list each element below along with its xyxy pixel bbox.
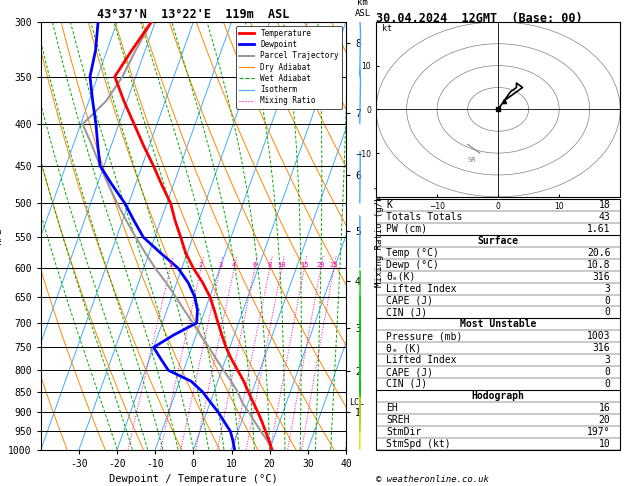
Text: Mixing Ratio (g/kg): Mixing Ratio (g/kg) [375,185,384,287]
Text: 0: 0 [604,308,610,317]
Text: 4: 4 [232,262,237,268]
Text: EH: EH [386,403,398,413]
Text: Lifted Index: Lifted Index [386,355,457,365]
Text: 1003: 1003 [587,331,610,341]
Text: 43: 43 [599,212,610,222]
Text: SR: SR [468,157,476,163]
Text: 1: 1 [168,262,172,268]
Text: CIN (J): CIN (J) [386,379,427,389]
Text: 8: 8 [268,262,272,268]
Text: 316: 316 [593,272,610,282]
Text: CAPE (J): CAPE (J) [386,295,433,306]
Text: 30.04.2024  12GMT  (Base: 00): 30.04.2024 12GMT (Base: 00) [376,12,582,25]
Text: Totals Totals: Totals Totals [386,212,462,222]
Text: 20: 20 [316,262,325,268]
Text: θₑ (K): θₑ (K) [386,343,421,353]
Text: © weatheronline.co.uk: © weatheronline.co.uk [376,474,489,484]
Text: 20.6: 20.6 [587,248,610,258]
Text: SREH: SREH [386,415,409,425]
Text: 3: 3 [604,355,610,365]
Text: LCL: LCL [349,399,364,407]
Text: 3: 3 [604,284,610,294]
Text: StmDir: StmDir [386,427,421,437]
Text: 3: 3 [218,262,222,268]
Text: 20: 20 [599,415,610,425]
Text: θₑ(K): θₑ(K) [386,272,415,282]
Text: Hodograph: Hodograph [472,391,525,401]
Text: Pressure (mb): Pressure (mb) [386,331,462,341]
Text: 197°: 197° [587,427,610,437]
Text: Most Unstable: Most Unstable [460,319,537,330]
Text: CIN (J): CIN (J) [386,308,427,317]
Text: 16: 16 [599,403,610,413]
Text: StmSpd (kt): StmSpd (kt) [386,438,450,449]
X-axis label: Dewpoint / Temperature (°C): Dewpoint / Temperature (°C) [109,474,278,484]
Text: 15: 15 [300,262,309,268]
Text: 316: 316 [593,343,610,353]
Text: 1.61: 1.61 [587,224,610,234]
Text: K: K [386,200,392,210]
Text: Surface: Surface [477,236,519,246]
Text: 10.8: 10.8 [587,260,610,270]
Legend: Temperature, Dewpoint, Parcel Trajectory, Dry Adiabat, Wet Adiabat, Isotherm, Mi: Temperature, Dewpoint, Parcel Trajectory… [236,26,342,108]
Text: 10: 10 [277,262,286,268]
Text: Temp (°C): Temp (°C) [386,248,439,258]
Text: kt: kt [382,24,392,33]
Text: Dewp (°C): Dewp (°C) [386,260,439,270]
Text: 0: 0 [604,379,610,389]
Text: 6: 6 [253,262,257,268]
Text: 10: 10 [599,438,610,449]
Text: PW (cm): PW (cm) [386,224,427,234]
Text: km
ASL: km ASL [355,0,370,17]
Text: CAPE (J): CAPE (J) [386,367,433,377]
Y-axis label: hPa: hPa [0,227,3,244]
Title: 43°37'N  13°22'E  119m  ASL: 43°37'N 13°22'E 119m ASL [97,8,289,21]
Text: 25: 25 [330,262,338,268]
Text: 18: 18 [599,200,610,210]
Text: 0: 0 [604,295,610,306]
Text: 2: 2 [199,262,203,268]
Text: 0: 0 [604,367,610,377]
Text: Lifted Index: Lifted Index [386,284,457,294]
